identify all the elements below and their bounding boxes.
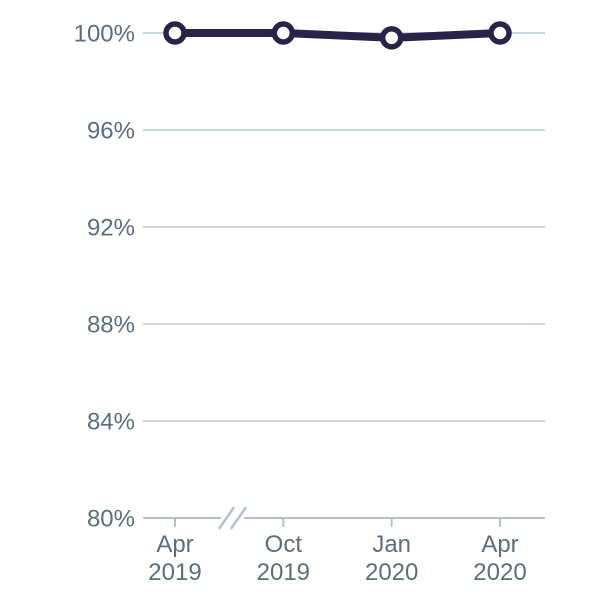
x-tick-label-2: Oct 2019	[257, 531, 310, 586]
data-point-marker-3[interactable]	[379, 26, 404, 50]
y-tick-label-80pct: 80%	[87, 506, 135, 533]
y-tick-label-100pct: 100%	[74, 21, 135, 48]
x-tick-label-4: Apr 2020	[473, 531, 526, 586]
y-tick-label-96pct: 96%	[87, 118, 135, 145]
data-point-marker-2[interactable]	[271, 21, 296, 45]
data-point-marker-4[interactable]	[488, 21, 512, 45]
x-tick-label-3: Jan 2020	[365, 531, 418, 586]
data-point-marker-1[interactable]	[163, 21, 187, 45]
axis-break-slash-2	[230, 506, 247, 530]
x-tick-label-1: Apr 2019	[148, 531, 201, 586]
data-line	[175, 29, 501, 42]
y-tick-label-88pct: 88%	[87, 312, 135, 339]
axis-break-slash-1	[218, 506, 235, 530]
y-tick-label-84pct: 84%	[87, 409, 135, 436]
y-tick-label-92pct: 92%	[87, 215, 135, 242]
